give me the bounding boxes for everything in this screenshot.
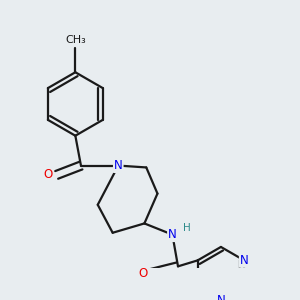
Text: N: N xyxy=(217,294,225,300)
Text: O: O xyxy=(44,168,53,182)
Text: N: N xyxy=(168,228,177,241)
Text: CH₃: CH₃ xyxy=(65,35,86,45)
Text: O: O xyxy=(138,267,148,280)
Text: N: N xyxy=(114,159,123,172)
Text: N: N xyxy=(240,254,249,267)
Text: H: H xyxy=(183,223,190,233)
